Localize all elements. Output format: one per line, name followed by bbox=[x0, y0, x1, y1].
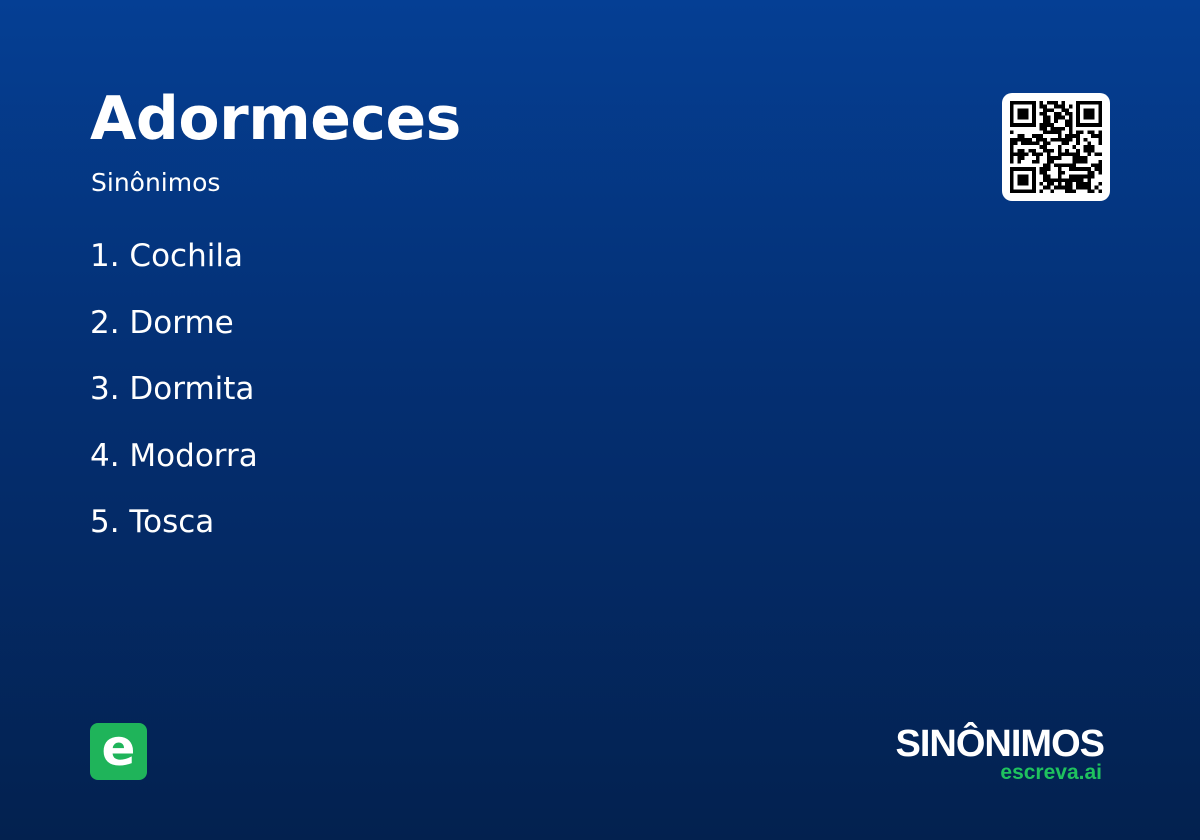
brand-site: escreva.ai bbox=[1000, 761, 1102, 784]
brand-name: SINÔNIMOS bbox=[895, 723, 1105, 765]
brand-logo: SINÔNIMOS escreva.ai bbox=[895, 723, 1105, 784]
qr-code-icon[interactable] bbox=[1002, 93, 1110, 201]
list-item: 5. Tosca bbox=[90, 504, 215, 540]
list-item: 3. Dormita bbox=[90, 371, 255, 407]
escreva-logo-icon: e bbox=[90, 723, 147, 780]
subtitle: Sinônimos bbox=[91, 168, 221, 197]
synonym-list: 1. Cochila 2. Dorme 3. Dormita 4. Modorr… bbox=[90, 236, 258, 569]
list-item: 4. Modorra bbox=[90, 437, 258, 474]
page-title: Adormeces bbox=[90, 84, 461, 154]
list-item: 1. Cochila bbox=[90, 238, 243, 274]
list-item: 2. Dorme bbox=[90, 304, 234, 341]
